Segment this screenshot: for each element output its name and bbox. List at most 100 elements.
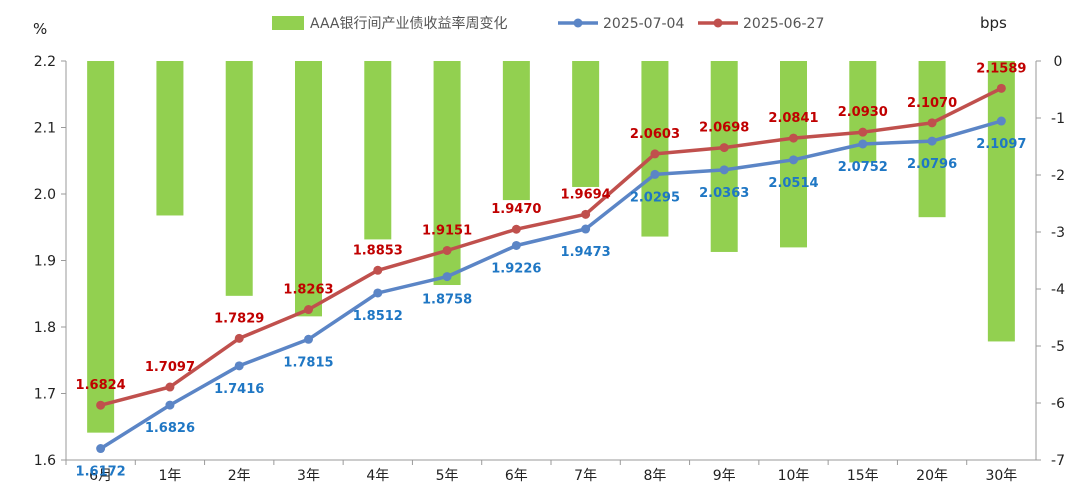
bar-8年 [641,61,669,237]
point-red-5年 [442,245,452,255]
point-red-2年 [234,333,244,343]
bar-6月 [87,61,115,433]
left-tick-label: 1.8 [34,320,56,336]
point-blue-7年 [581,224,591,234]
data-label-blue-7年: 1.9473 [561,245,611,260]
data-label-red-10年: 2.0841 [768,111,818,126]
point-red-1年 [165,382,175,392]
right-tick-label: -2 [1051,168,1065,184]
legend-bar-swatch [272,16,304,30]
x-tick-label: 6月 [89,468,112,484]
data-label-red-9年: 2.0698 [699,121,749,136]
right-tick-label: 0 [1054,54,1063,70]
point-blue-20年 [927,136,937,146]
data-label-blue-30年: 2.1097 [976,137,1026,152]
bar-6年 [502,61,530,201]
point-red-4年 [373,265,383,275]
data-label-blue-6月: 1.6172 [76,465,126,480]
bar-3年 [295,61,322,317]
bar-2年 [225,61,253,296]
right-axis-unit: bps [980,14,1007,32]
point-blue-10年 [789,155,798,165]
data-label-blue-4年: 1.8512 [353,309,403,324]
bar-9年 [710,61,738,252]
data-label-red-4年: 1.8853 [353,243,403,258]
legend-blue-label: 2025-07-04 [603,16,684,32]
bar-7年 [572,61,600,187]
x-tick-label: 5年 [436,468,459,484]
data-label-blue-8年: 2.0295 [630,190,680,205]
x-tick-label: 8年 [643,468,666,484]
left-tick-label: 1.6 [34,453,56,469]
series-line-red [100,86,1003,407]
data-label-blue-6年: 1.9226 [491,261,541,276]
point-red-7年 [581,209,591,219]
left-tick-label: 1.7 [34,387,56,403]
point-blue-3年 [304,334,313,344]
left-tick-label: 2.2 [34,54,56,70]
point-blue-8年 [650,169,660,179]
x-tick-label: 30年 [985,468,1017,484]
data-label-blue-3年: 1.7815 [283,355,333,370]
right-tick-label: -3 [1051,225,1065,241]
series-line-blue [99,119,1002,451]
right-tick-label: -1 [1051,111,1065,127]
x-tick-label: 2年 [228,468,251,484]
data-label-blue-20年: 2.0796 [907,157,957,172]
data-label-red-8年: 2.0603 [630,127,680,142]
data-label-blue-15年: 2.0752 [838,160,888,175]
bar-30年 [987,61,1015,342]
data-label-red-5年: 1.9151 [422,223,472,238]
bar-1年 [156,61,184,216]
data-label-red-6月: 1.6824 [76,378,126,393]
right-tick-label: -5 [1051,339,1065,355]
point-red-20年 [927,118,937,128]
data-label-blue-10年: 2.0514 [768,176,818,191]
x-tick-label: 20年 [916,468,948,484]
data-label-red-6年: 1.9470 [491,202,541,217]
left-tick-label: 2.1 [34,121,56,137]
data-label-red-1年: 1.7097 [145,360,195,375]
point-red-30年 [996,83,1006,93]
point-red-6年 [511,224,521,234]
data-label-blue-5年: 1.8758 [422,293,472,308]
point-blue-1年 [165,400,175,410]
point-blue-5年 [442,272,452,282]
point-red-3年 [304,305,313,315]
right-tick-label: -7 [1051,453,1065,469]
x-tick-label: 10年 [778,468,810,484]
point-red-9年 [719,143,729,153]
legend-red-label: 2025-06-27 [743,16,824,32]
data-label-red-20年: 2.1070 [907,96,957,111]
point-red-8年 [650,149,660,159]
data-label-red-15年: 2.0930 [838,105,888,120]
point-blue-4年 [373,288,383,298]
point-blue-9年 [719,165,729,175]
legend-blue-marker [573,18,583,28]
x-tick-label: 9年 [713,468,736,484]
point-blue-2年 [234,361,244,371]
point-blue-15年 [858,139,868,149]
bar-4年 [364,61,392,240]
x-tick-label: 7年 [574,468,597,484]
x-tick-label: 15年 [847,468,879,484]
data-label-red-3年: 1.8263 [283,283,333,298]
point-blue-6年 [511,240,521,250]
data-label-blue-1年: 1.6826 [145,421,195,436]
point-blue-6月 [96,444,106,454]
x-tick-label: 3年 [297,468,320,484]
left-tick-label: 1.9 [34,254,56,270]
data-label-blue-2年: 1.7416 [214,382,264,397]
x-tick-label: 1年 [158,468,181,484]
right-tick-label: -6 [1051,396,1065,412]
data-label-red-7年: 1.9694 [561,187,611,202]
point-red-10年 [789,133,798,143]
point-blue-30年 [996,116,1006,126]
legend-bar-label: AAA银行间产业债收益率周变化 [310,15,508,32]
point-red-6月 [96,400,106,410]
legend: AAA银行间产业债收益率周变化 2025-07-04 2025-06-27 [272,15,824,32]
x-tick-label: 4年 [366,468,389,484]
data-label-red-2年: 1.7829 [214,311,264,326]
data-label-blue-9年: 2.0363 [699,186,749,201]
